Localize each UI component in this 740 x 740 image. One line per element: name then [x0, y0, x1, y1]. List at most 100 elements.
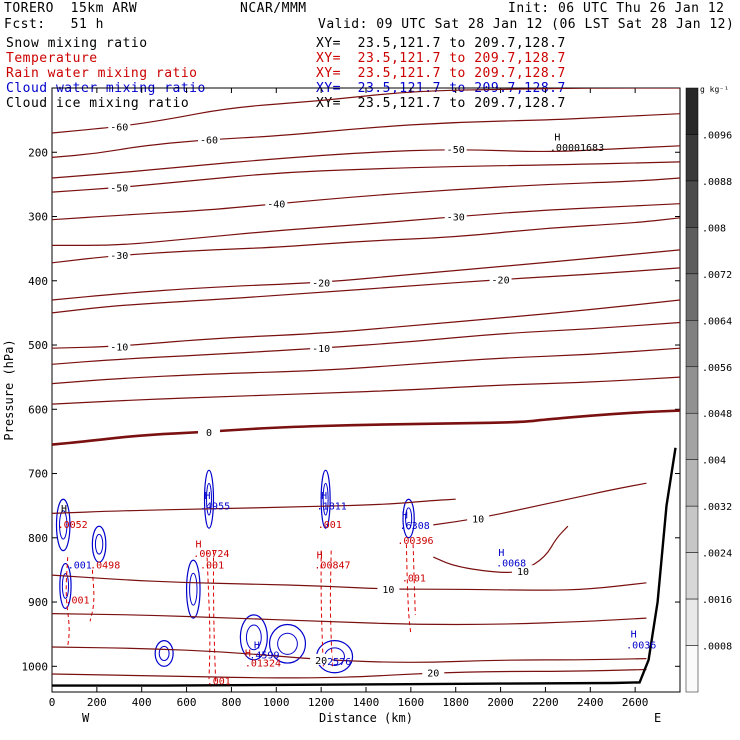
colorbar-tick-label: .0096 — [702, 130, 732, 141]
x-end-label-east: E — [654, 711, 661, 725]
temperature-contour-label: -60 — [200, 135, 218, 146]
cloud-water-contour — [91, 525, 107, 563]
colorbar-tick-label: .0056 — [702, 363, 732, 374]
max-value-annotation: H — [631, 629, 637, 640]
cloud-water-contour — [239, 614, 268, 661]
max-value-annotation: H — [205, 491, 211, 502]
temperature-contour — [52, 409, 680, 446]
temperature-contour — [52, 299, 680, 349]
forecast-hour: Fcst: 51 h — [4, 17, 104, 32]
temperature-contour-label: 10 — [472, 515, 484, 526]
x-tick-label: 2000 — [487, 696, 514, 709]
cloud-water-contour — [206, 482, 212, 516]
field-name: Rain water mixing ratio — [6, 66, 198, 81]
y-tick-label: 200 — [28, 146, 48, 159]
temperature-contour-label: 10 — [382, 585, 394, 596]
valid-time: Valid: 09 UTC Sat 28 Jan 12 (06 LST Sat … — [318, 17, 735, 32]
colorbar-tick-label: .0048 — [702, 409, 732, 420]
y-tick-label: 800 — [28, 532, 48, 545]
temperature-contour — [52, 113, 680, 158]
temperature-contour-label: -40 — [267, 200, 285, 211]
temperature-contour-label: -50 — [447, 145, 465, 156]
temperature-contour-label: -60 — [110, 123, 128, 134]
cloud-water-contour — [59, 562, 72, 610]
contour-label-bg — [310, 276, 333, 288]
colorbar-segment — [685, 134, 699, 182]
max-value-annotation: H — [321, 491, 327, 502]
contour-label-bg — [198, 425, 220, 437]
max-value-annotation: H — [61, 504, 67, 515]
colorbar-segment — [685, 412, 699, 460]
temperature-contour-label: -10 — [110, 342, 128, 353]
colorbar-segment — [685, 366, 699, 414]
max-value-annotation: H — [317, 550, 323, 561]
colorbar-tick-label: .0072 — [702, 270, 732, 281]
max-value-annotation: .001 — [318, 520, 342, 531]
max-value-annotation: .4599 — [249, 651, 279, 662]
cloud-water-contour — [154, 639, 174, 667]
cloud-water-contour — [277, 632, 298, 655]
colorbar-segment — [685, 87, 699, 135]
x-tick-label: 1000 — [263, 696, 290, 709]
field-name: Cloud ice mixing ratio — [6, 96, 190, 111]
org-label: NCAR/MMM — [240, 1, 307, 16]
temperature-contour — [52, 88, 680, 134]
cloud-water-contour — [402, 498, 415, 539]
max-value-annotation: .0052 — [58, 520, 88, 531]
max-value-annotation: .0498 — [90, 561, 120, 572]
colorbar-unit: g kg⁻¹ — [700, 85, 729, 94]
cloud-water-contour — [55, 498, 71, 552]
max-value-annotation: .0036 — [626, 640, 656, 651]
temperature-contour — [52, 574, 647, 591]
cloud-water-contour — [322, 482, 329, 516]
temperature-contour — [433, 482, 647, 526]
colorbar-tick-label: .0064 — [702, 316, 732, 327]
temperature-contour-label: -20 — [312, 279, 330, 290]
cloud-water-contour — [203, 469, 215, 529]
cloud-water-contour — [245, 624, 262, 651]
colorbar-tick-label: .0024 — [702, 549, 732, 560]
contour-label-bg — [108, 340, 131, 352]
colorbar-tick-label: .0008 — [702, 642, 732, 653]
colorbar-tick-label: .004 — [702, 456, 726, 467]
temperature-contour-label: 20 — [315, 656, 327, 667]
x-axis-title: Distance (km) — [319, 711, 413, 725]
colorbar-segment — [685, 552, 699, 600]
temperature-contour-label: -10 — [312, 344, 330, 355]
field-name: Cloud water mixing ratio — [6, 81, 206, 96]
y-tick-label: 300 — [28, 211, 48, 224]
max-value-annotation: .01324 — [245, 658, 281, 669]
temperature-contour — [52, 347, 680, 385]
y-tick-label: 400 — [28, 275, 48, 288]
contour-label-bg — [377, 583, 400, 595]
x-end-label-west: W — [82, 711, 90, 725]
rain-water-contour — [213, 550, 217, 683]
temperature-contour — [433, 525, 569, 573]
cloud-water-contour — [320, 469, 331, 529]
y-tick-label: 900 — [28, 596, 48, 609]
colorbar-segment — [685, 320, 699, 368]
temperature-contour — [52, 267, 680, 314]
max-value-annotation: H — [498, 548, 504, 559]
temperature-contour-label: 20 — [427, 669, 439, 680]
terrain-line — [52, 447, 677, 687]
max-value-annotation: .001 — [65, 595, 89, 606]
colorbar-segment — [685, 180, 699, 228]
x-tick-label: 0 — [49, 696, 56, 709]
field-name: Snow mixing ratio — [6, 36, 148, 51]
max-value-annotation: .00001683 — [550, 143, 604, 154]
max-value-annotation: .001 — [200, 561, 224, 572]
temperature-contour — [52, 376, 680, 405]
cloud-water-contour — [158, 645, 170, 662]
model-title: TORERO 15km ARW — [4, 1, 138, 16]
cloud-water-contour — [59, 510, 68, 540]
x-tick-label: 600 — [177, 696, 197, 709]
plot-content: -60 -60 -50 -50 -40 -30 -30 -20 -20 -10 -10 0 10 10 10… — [52, 88, 680, 687]
contour-label-bg — [108, 249, 131, 261]
init-time: Init: 06 UTC Thu 26 Jan 12 — [508, 1, 725, 16]
colorbar-tick-label: .0016 — [702, 595, 732, 606]
contour-label-bg — [108, 181, 131, 193]
rain-water-contour — [329, 550, 333, 667]
y-tick-label: 1000 — [22, 660, 49, 673]
x-tick-label: 200 — [87, 696, 107, 709]
